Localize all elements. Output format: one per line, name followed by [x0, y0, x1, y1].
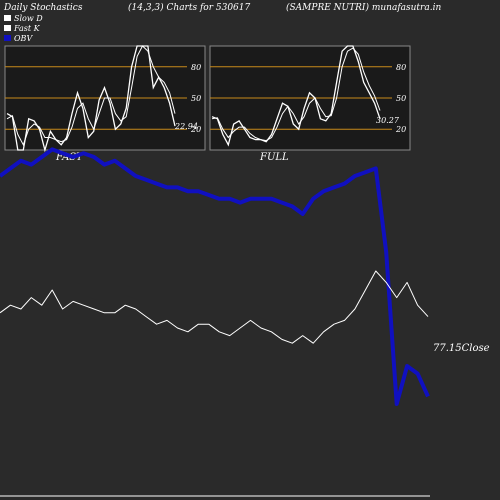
full-level-label-20: 20: [395, 125, 406, 134]
full-panel-title: FULL: [259, 152, 289, 163]
full-series-slow-d: [211, 47, 381, 142]
fast-series-fast-k: [6, 45, 176, 153]
legend-label-slow-d: Slow D: [14, 14, 43, 23]
legend-label-fast-k: Fast K: [13, 24, 41, 33]
obv-close-panel: [0, 147, 430, 406]
series-obv: [0, 147, 430, 406]
fast-series-slow-d: [6, 45, 176, 147]
full-series-fast-k: [211, 45, 381, 147]
header-params: (14,3,3) Charts for 530617: [128, 2, 250, 13]
fast-level-label-50: 50: [191, 94, 201, 103]
fast-level-label-20: 20: [190, 125, 201, 134]
full-level-label-80: 80: [396, 63, 406, 72]
full-level-label-50: 50: [396, 94, 406, 103]
legend-swatch-slow-d: [4, 15, 11, 21]
series-close: [0, 270, 429, 344]
fast-last-value: 22.94: [174, 122, 198, 131]
full-stochastics-panel: 80 50 20 30.27 FULL: [209, 45, 411, 163]
fast-level-label-80: 80: [191, 63, 201, 72]
close-value-label: 77.15Close: [433, 343, 490, 354]
header-company: (SAMPRE NUTRI) munafasutra.in: [286, 2, 441, 13]
header-title: Daily Stochastics: [3, 3, 83, 13]
legend-label-obv: OBV: [14, 34, 33, 43]
legend-swatch-fast-k: [4, 25, 11, 31]
legend-swatch-obv: [4, 35, 11, 41]
full-last-value: 30.27: [376, 116, 400, 125]
